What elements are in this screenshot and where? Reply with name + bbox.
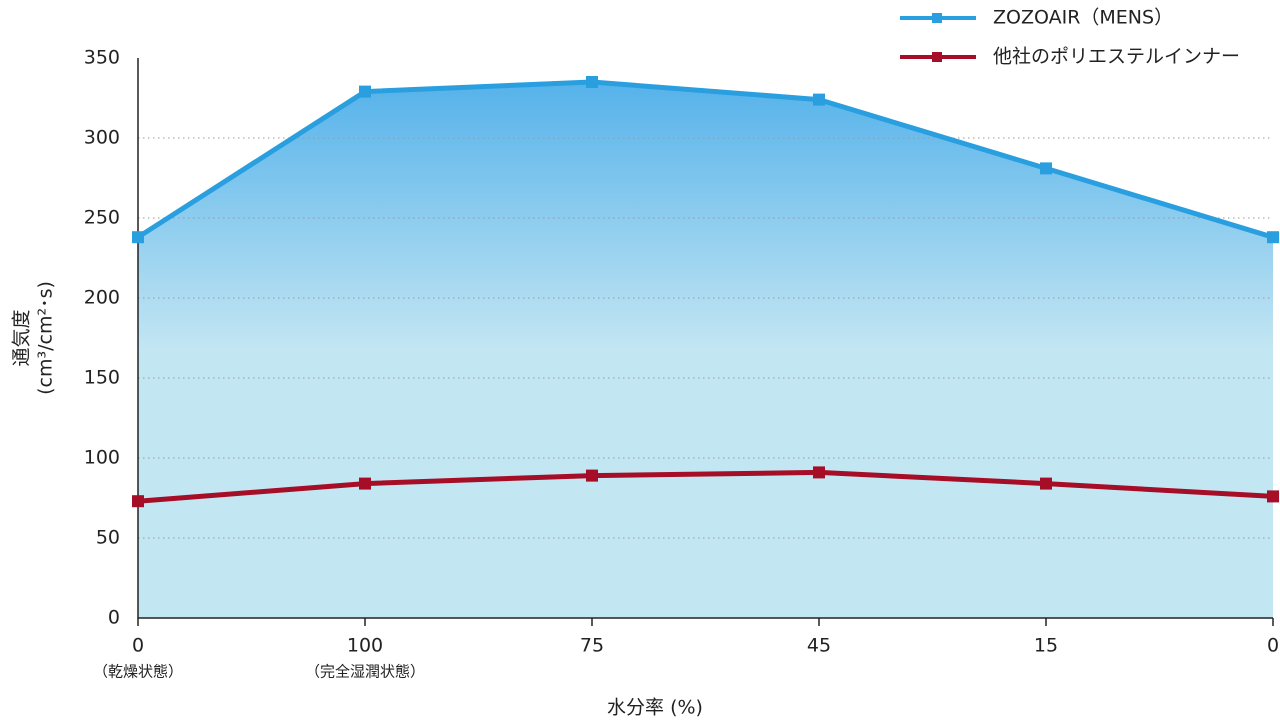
- y-tick-label: 0: [108, 607, 120, 629]
- point-marker: [1267, 231, 1279, 244]
- x-tick-label: 0: [1267, 635, 1279, 657]
- y-tick-label: 300: [84, 127, 120, 149]
- legend-marker: [932, 13, 942, 23]
- x-axis-title: 水分率 (%): [607, 697, 703, 719]
- y-axis-title: 通気度: [11, 309, 33, 366]
- point-marker: [359, 477, 371, 490]
- y-tick-label: 150: [84, 367, 120, 389]
- point-marker: [132, 495, 144, 508]
- legend-label: ZOZOAIR（MENS）: [993, 7, 1173, 29]
- y-tick-label: 250: [84, 207, 120, 229]
- point-marker: [586, 469, 598, 482]
- y-axis-title: (cm³/cm²･s): [35, 281, 57, 395]
- x-tick-label: 100: [347, 635, 383, 657]
- x-tick-note: （乾燥状態）: [93, 663, 183, 681]
- point-marker: [586, 76, 598, 88]
- y-tick-label: 200: [84, 287, 120, 309]
- x-tick-label: 0: [132, 635, 144, 657]
- point-marker: [359, 85, 371, 98]
- legend-marker: [932, 52, 942, 62]
- y-tick-label: 50: [96, 527, 120, 549]
- legend-label: 他社のポリエステルインナー: [993, 46, 1240, 68]
- point-marker: [132, 231, 144, 244]
- point-marker: [1040, 477, 1052, 490]
- y-tick-label: 350: [84, 47, 120, 69]
- y-tick-label: 100: [84, 447, 120, 469]
- series-line: [137, 469, 1274, 504]
- x-tick-label: 45: [807, 635, 831, 657]
- series-line: [136, 79, 1274, 240]
- point-marker: [1040, 162, 1052, 175]
- x-tick-label: 15: [1034, 635, 1058, 657]
- point-marker: [1267, 490, 1279, 503]
- x-tick-note: （完全湿潤状態）: [305, 663, 425, 681]
- point-marker: [813, 93, 825, 106]
- point-marker: [813, 466, 825, 479]
- x-tick-label: 75: [580, 635, 604, 657]
